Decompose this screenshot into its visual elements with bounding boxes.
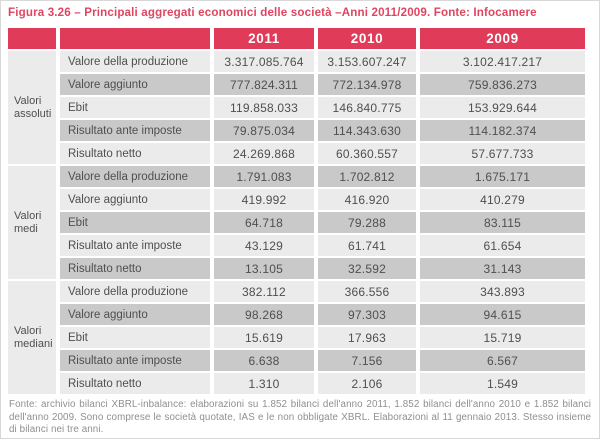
row-label: Ebit [60, 212, 210, 233]
value-cell: 1.702.812 [318, 166, 416, 187]
table-row: Risultato netto 1.310 2.106 1.549 [8, 373, 585, 394]
row-label: Valore aggiunto [60, 74, 210, 95]
value-cell: 114.182.374 [420, 120, 585, 141]
value-cell: 64.718 [214, 212, 314, 233]
value-cell: 60.360.557 [318, 143, 416, 164]
row-label: Ebit [60, 327, 210, 348]
value-cell: 17.963 [318, 327, 416, 348]
value-cell: 777.824.311 [214, 74, 314, 95]
value-cell: 1.675.171 [420, 166, 585, 187]
value-cell: 61.654 [420, 235, 585, 256]
value-cell: 13.105 [214, 258, 314, 279]
group-label: Valori medi [8, 166, 56, 279]
row-label: Risultato netto [60, 373, 210, 394]
value-cell: 3.102.417.217 [420, 51, 585, 72]
value-cell: 43.129 [214, 235, 314, 256]
row-label: Risultato ante imposte [60, 120, 210, 141]
table-header-row: 2011 2010 2009 [8, 28, 585, 49]
value-cell: 416.920 [318, 189, 416, 210]
table-row: Risultato ante imposte 6.638 7.156 6.567 [8, 350, 585, 371]
value-cell: 1.791.083 [214, 166, 314, 187]
table-row: Valori assoluti Valore della produzione … [8, 51, 585, 164]
header-spacer-label-col [60, 28, 210, 49]
value-cell: 114.343.630 [318, 120, 416, 141]
value-cell: 79.288 [318, 212, 416, 233]
value-cell: 24.269.868 [214, 143, 314, 164]
row-label: Valore aggiunto [60, 304, 210, 325]
table-row: Valori mediani Valore della produzione 3… [8, 281, 585, 394]
row-label: Risultato netto [60, 258, 210, 279]
table-row: Risultato ante imposte 79.875.034 114.34… [8, 120, 585, 141]
value-cell: 3.317.085.764 [214, 51, 314, 72]
value-cell: 7.156 [318, 350, 416, 371]
table-row: Risultato netto 24.269.868 60.360.557 57… [8, 143, 585, 164]
table-row: Valore aggiunto 777.824.311 772.134.978 … [8, 74, 585, 95]
row-label: Valore della produzione [60, 166, 210, 187]
figure-title: Figura 3.26 – Principali aggregati econo… [8, 6, 537, 19]
value-cell: 79.875.034 [214, 120, 314, 141]
group-label: Valori assoluti [8, 51, 56, 164]
value-cell: 2.106 [318, 373, 416, 394]
group-valori-mediani: Valori mediani Valore della produzione 3… [8, 281, 585, 394]
value-cell: 6.567 [420, 350, 585, 371]
row-label: Risultato ante imposte [60, 350, 210, 371]
value-cell: 98.268 [214, 304, 314, 325]
group-valori-medi: Valori medi Valore della produzione 1.79… [8, 166, 585, 279]
value-cell: 759.836.273 [420, 74, 585, 95]
value-cell: 3.153.607.247 [318, 51, 416, 72]
value-cell: 61.741 [318, 235, 416, 256]
table-row: Ebit 15.619 17.963 15.719 [8, 327, 585, 348]
table-row: Valore aggiunto 419.992 416.920 410.279 [8, 189, 585, 210]
value-cell: 419.992 [214, 189, 314, 210]
value-cell: 57.677.733 [420, 143, 585, 164]
year-header-2011: 2011 [214, 28, 314, 49]
value-cell: 97.303 [318, 304, 416, 325]
table-row: Ebit 119.858.033 146.840.775 153.929.644 [8, 97, 585, 118]
source-note: Fonte: archivio bilanci XBRL-inbalance: … [9, 399, 591, 436]
row-label: Valore aggiunto [60, 189, 210, 210]
value-cell: 1.549 [420, 373, 585, 394]
row-label: Valore della produzione [60, 281, 210, 302]
value-cell: 410.279 [420, 189, 585, 210]
table-row: Risultato netto 13.105 32.592 31.143 [8, 258, 585, 279]
header-spacer-group-col [8, 28, 56, 49]
value-cell: 772.134.978 [318, 74, 416, 95]
value-cell: 153.929.644 [420, 97, 585, 118]
value-cell: 94.615 [420, 304, 585, 325]
aggregates-table: 2011 2010 2009 Valori assoluti Valore de… [4, 26, 589, 396]
value-cell: 343.893 [420, 281, 585, 302]
row-label: Risultato ante imposte [60, 235, 210, 256]
value-cell: 83.115 [420, 212, 585, 233]
table-row: Risultato ante imposte 43.129 61.741 61.… [8, 235, 585, 256]
table-row: Ebit 64.718 79.288 83.115 [8, 212, 585, 233]
table-row: Valore aggiunto 98.268 97.303 94.615 [8, 304, 585, 325]
value-cell: 6.638 [214, 350, 314, 371]
row-label: Valore della produzione [60, 51, 210, 72]
value-cell: 119.858.033 [214, 97, 314, 118]
value-cell: 382.112 [214, 281, 314, 302]
year-header-2010: 2010 [318, 28, 416, 49]
table-row: Valori medi Valore della produzione 1.79… [8, 166, 585, 279]
value-cell: 1.310 [214, 373, 314, 394]
value-cell: 366.556 [318, 281, 416, 302]
value-cell: 15.619 [214, 327, 314, 348]
row-label: Ebit [60, 97, 210, 118]
row-label: Risultato netto [60, 143, 210, 164]
year-header-2009: 2009 [420, 28, 585, 49]
value-cell: 146.840.775 [318, 97, 416, 118]
value-cell: 31.143 [420, 258, 585, 279]
value-cell: 32.592 [318, 258, 416, 279]
group-label: Valori mediani [8, 281, 56, 394]
value-cell: 15.719 [420, 327, 585, 348]
group-valori-assoluti: Valori assoluti Valore della produzione … [8, 51, 585, 164]
